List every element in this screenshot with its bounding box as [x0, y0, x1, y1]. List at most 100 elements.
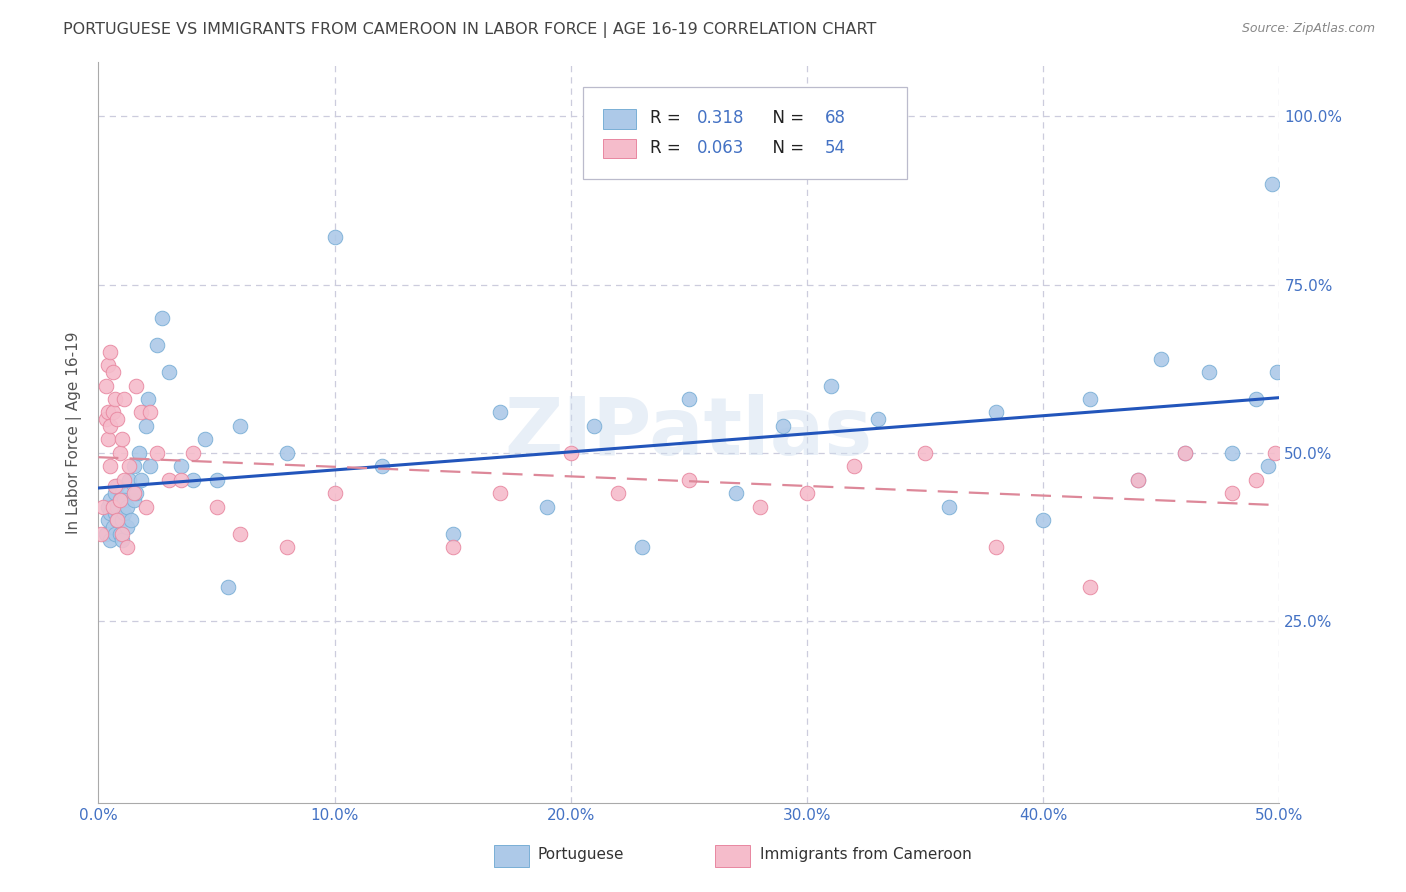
- Point: [1244, 392, 1267, 406]
- Point: [111, 533, 134, 548]
- Point: [104, 526, 127, 541]
- Point: [146, 446, 169, 460]
- Bar: [494, 845, 530, 867]
- Point: [323, 486, 346, 500]
- Text: R =: R =: [650, 138, 686, 157]
- Point: [181, 473, 204, 487]
- Point: [181, 446, 204, 460]
- Point: [101, 365, 124, 379]
- Text: N =: N =: [762, 138, 810, 157]
- Point: [98, 507, 121, 521]
- Point: [101, 520, 124, 534]
- Point: [111, 513, 134, 527]
- Point: [748, 500, 770, 514]
- Point: [772, 418, 794, 433]
- Point: [111, 486, 134, 500]
- Point: [441, 526, 464, 541]
- Point: [914, 446, 936, 460]
- Point: [118, 473, 141, 487]
- Text: PORTUGUESE VS IMMIGRANTS FROM CAMEROON IN LABOR FORCE | AGE 16-19 CORRELATION CH: PORTUGUESE VS IMMIGRANTS FROM CAMEROON I…: [63, 22, 877, 38]
- Text: 68: 68: [825, 109, 846, 127]
- Text: Portuguese: Portuguese: [537, 847, 624, 863]
- Point: [115, 520, 138, 534]
- Point: [938, 500, 960, 514]
- Point: [139, 459, 162, 474]
- Point: [97, 405, 120, 419]
- Point: [984, 405, 1007, 419]
- Point: [630, 540, 652, 554]
- Point: [1080, 581, 1102, 595]
- Point: [94, 378, 117, 392]
- Point: [725, 486, 748, 500]
- Point: [229, 418, 252, 433]
- Point: [104, 392, 127, 406]
- Point: [1220, 486, 1243, 500]
- Point: [108, 446, 131, 460]
- Point: [136, 392, 159, 406]
- Point: [1080, 392, 1102, 406]
- Point: [108, 492, 131, 507]
- Point: [98, 459, 121, 474]
- Point: [98, 344, 121, 359]
- Y-axis label: In Labor Force | Age 16-19: In Labor Force | Age 16-19: [66, 331, 83, 534]
- Point: [820, 378, 842, 392]
- Point: [146, 338, 169, 352]
- Text: R =: R =: [650, 109, 686, 127]
- Point: [1264, 446, 1286, 460]
- Point: [105, 513, 128, 527]
- Point: [205, 473, 228, 487]
- Point: [104, 507, 127, 521]
- Point: [217, 581, 239, 595]
- Point: [276, 446, 298, 460]
- Text: Immigrants from Cameroon: Immigrants from Cameroon: [759, 847, 972, 863]
- Point: [371, 459, 394, 474]
- Point: [170, 473, 193, 487]
- Point: [122, 486, 145, 500]
- Point: [105, 479, 128, 493]
- Point: [150, 311, 173, 326]
- Text: N =: N =: [762, 109, 810, 127]
- Text: 0.318: 0.318: [697, 109, 745, 127]
- Point: [125, 486, 148, 500]
- Text: ZIPatlas: ZIPatlas: [505, 393, 873, 472]
- Bar: [603, 109, 636, 128]
- Point: [101, 405, 124, 419]
- Point: [1257, 459, 1279, 474]
- Point: [125, 378, 148, 392]
- Point: [844, 459, 866, 474]
- Point: [1265, 365, 1288, 379]
- Point: [105, 412, 128, 426]
- Point: [139, 405, 162, 419]
- Point: [122, 492, 145, 507]
- Point: [104, 479, 127, 493]
- Point: [1261, 177, 1284, 191]
- Point: [128, 446, 150, 460]
- Point: [98, 533, 121, 548]
- Point: [108, 526, 131, 541]
- Point: [1174, 446, 1197, 460]
- Point: [101, 500, 124, 514]
- Point: [1244, 473, 1267, 487]
- Point: [111, 526, 134, 541]
- Point: [97, 513, 120, 527]
- Point: [583, 418, 606, 433]
- Point: [157, 365, 180, 379]
- Point: [194, 433, 217, 447]
- Point: [678, 473, 700, 487]
- Point: [115, 540, 138, 554]
- Point: [105, 513, 128, 527]
- FancyBboxPatch shape: [582, 87, 907, 179]
- Point: [170, 459, 193, 474]
- Point: [489, 405, 512, 419]
- Point: [323, 230, 346, 244]
- Point: [118, 459, 141, 474]
- Point: [90, 526, 112, 541]
- Point: [112, 492, 135, 507]
- Point: [97, 433, 120, 447]
- Point: [94, 412, 117, 426]
- Point: [1032, 513, 1054, 527]
- Point: [796, 486, 818, 500]
- Point: [101, 500, 124, 514]
- Point: [97, 359, 120, 373]
- Point: [112, 473, 135, 487]
